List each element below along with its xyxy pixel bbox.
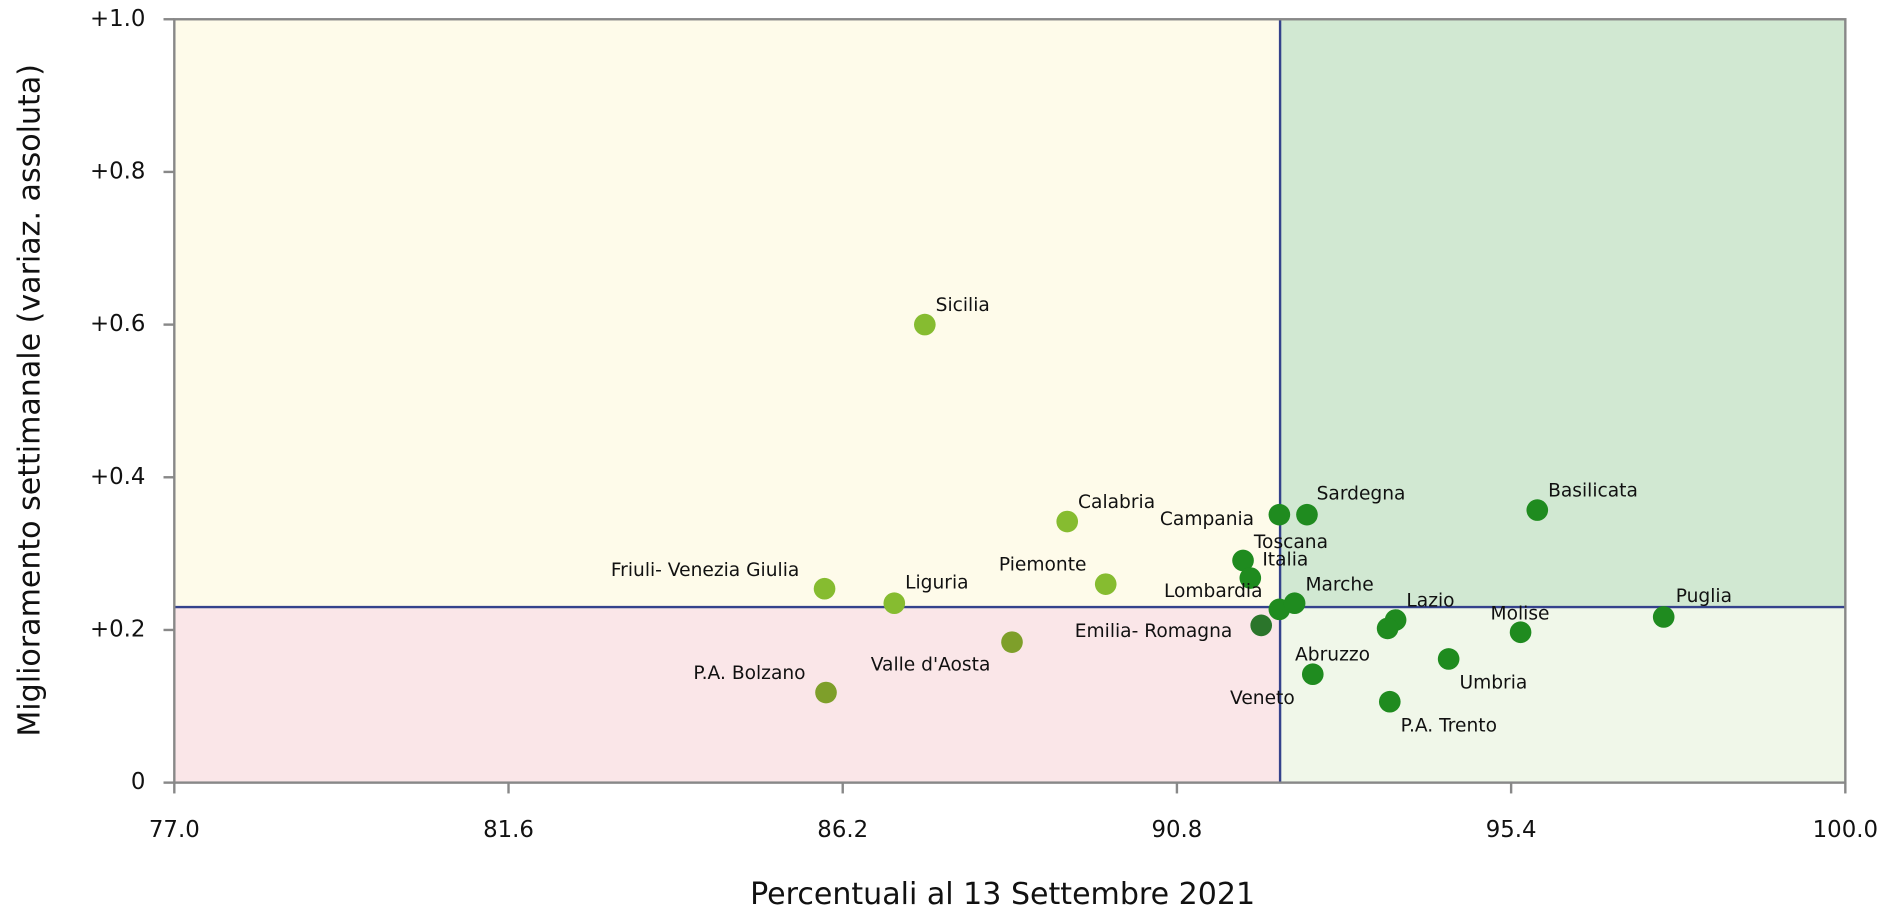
point-label: Puglia (1676, 586, 1732, 607)
point (1094, 573, 1117, 595)
point-label: Toscana (1253, 532, 1328, 553)
point (1509, 621, 1532, 644)
point (1250, 614, 1273, 637)
point-label: Lazio (1406, 590, 1454, 611)
point-label: Umbria (1459, 673, 1527, 694)
y-tick-label: +1.0 (90, 6, 145, 32)
point (1239, 567, 1262, 589)
x-tick-label: 86.2 (817, 817, 868, 843)
point (1301, 663, 1324, 686)
point (815, 681, 837, 704)
quadrant (174, 19, 1281, 608)
y-tick-label: +0.4 (90, 464, 145, 490)
point (1437, 648, 1460, 670)
plot-frame (173, 18, 1847, 784)
point-label: Valle d'Aosta (871, 655, 991, 676)
point (1283, 592, 1306, 615)
point-label: P.A. Trento (1401, 715, 1497, 736)
point-label: P.A. Bolzano (693, 663, 805, 684)
point (1232, 549, 1254, 572)
point-label: Veneto (1230, 688, 1295, 709)
point-label: Emilia- Romagna (1075, 621, 1233, 642)
point-label: Calabria (1078, 492, 1155, 513)
x-tick-label: 77.0 (149, 817, 200, 843)
y-tick-label: 0 (131, 769, 146, 795)
point (913, 313, 936, 336)
point-label: Sardegna (1317, 484, 1406, 505)
point-label: Campania (1160, 509, 1254, 530)
quadrant (174, 607, 1281, 783)
point (883, 592, 906, 615)
point-label: Basilicata (1548, 480, 1638, 501)
point-label: Marche (1305, 575, 1373, 596)
x-tick-label: 81.6 (483, 817, 534, 843)
x-axis-title: Percentuali al 13 Settembre 2021 (750, 877, 1255, 912)
x-tick-label: 100.0 (1813, 817, 1878, 843)
x-tick-label: 95.4 (1486, 817, 1537, 843)
point (1376, 617, 1399, 640)
point-label: Molise (1491, 604, 1550, 625)
point (813, 577, 836, 600)
point (1378, 690, 1401, 713)
y-tick-label: +0.6 (90, 311, 145, 337)
point (1268, 503, 1291, 526)
point (1001, 631, 1023, 653)
y-tick-label: +0.2 (90, 616, 145, 642)
point (1652, 606, 1675, 628)
point-label: Italia (1262, 550, 1308, 571)
point-label: Abruzzo (1295, 644, 1370, 665)
point-label: Friuli- Venezia Giulia (611, 560, 799, 581)
point-label: Sicilia (936, 295, 990, 316)
point (1296, 503, 1318, 526)
point-label: Lombardia (1164, 581, 1263, 602)
y-tick-label: +0.8 (90, 158, 145, 184)
point-label: Piemonte (999, 554, 1087, 575)
x-tick-label: 90.8 (1152, 817, 1203, 843)
point-label: Liguria (905, 572, 968, 593)
quadrant (1280, 19, 1846, 608)
quadrant (1280, 607, 1846, 783)
y-axis-title: Miglioramento settimanale (variaz. assol… (13, 64, 48, 737)
point (1526, 499, 1549, 521)
point (1056, 510, 1079, 533)
